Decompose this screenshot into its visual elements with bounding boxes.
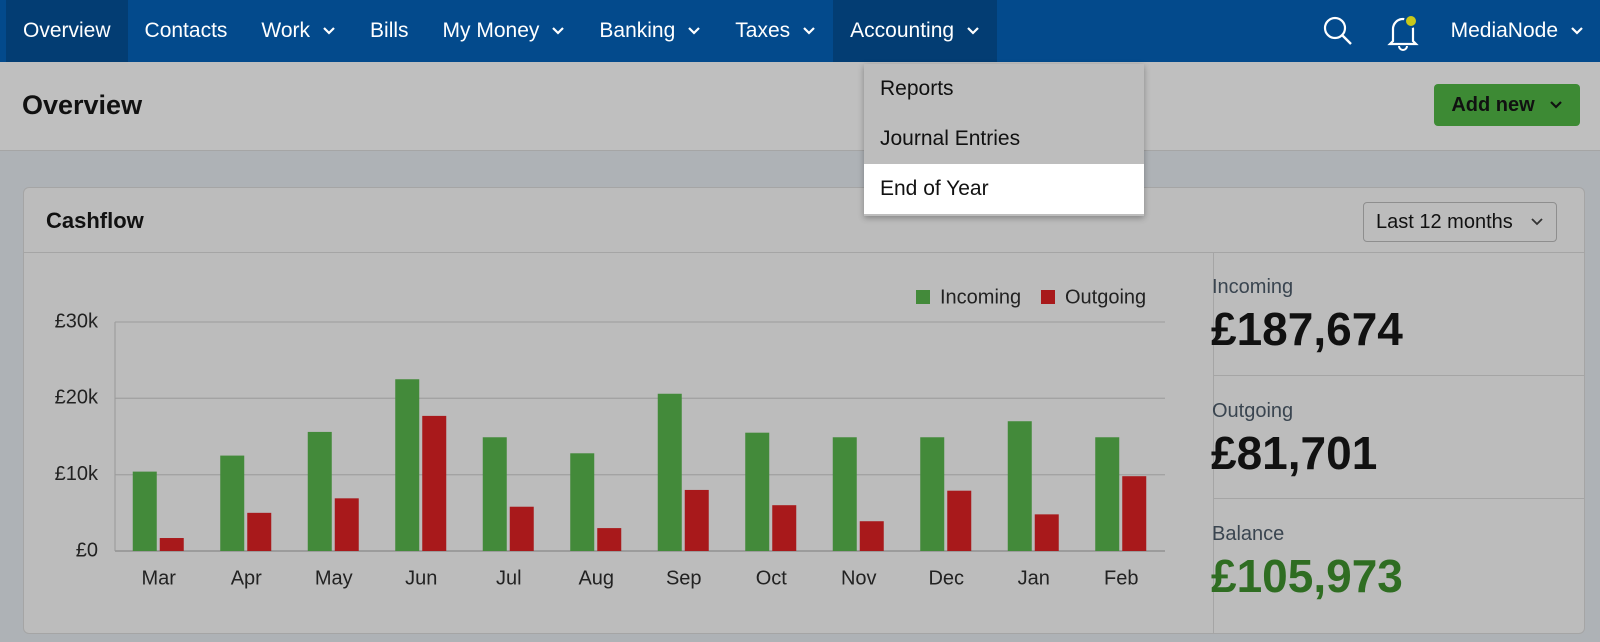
user-menu[interactable]: MediaNode: [1451, 0, 1600, 62]
period-select[interactable]: Last 12 months: [1363, 202, 1557, 242]
chevron: [323, 27, 335, 35]
x-tick-label: Sep: [666, 567, 702, 589]
user-name: MediaNode: [1450, 19, 1558, 42]
chevron: [803, 27, 815, 35]
summary-label: Outgoing: [1212, 400, 1294, 422]
chevron: [1571, 27, 1583, 35]
bar: [772, 505, 797, 551]
bar: [684, 489, 709, 551]
cashflow-panel: Cashflow Last 12 months Incoming £187,674…: [23, 187, 1585, 634]
legend-swatch: [1041, 290, 1055, 304]
bar: [132, 471, 157, 551]
bar: [1122, 476, 1147, 551]
nav-item[interactable]: My Money: [426, 0, 583, 62]
dropdown-item[interactable]: End of Year: [864, 164, 1144, 214]
legend-swatch: [916, 290, 930, 304]
bar: [334, 498, 359, 551]
nav-label: Contacts: [144, 19, 228, 42]
nav-item[interactable]: Banking: [582, 0, 718, 62]
x-tick-label: Mar: [142, 567, 177, 589]
nav-item[interactable]: Work: [244, 0, 353, 62]
chevron: [552, 27, 565, 35]
bar: [307, 431, 332, 551]
nav-item[interactable]: Overview: [6, 0, 128, 62]
divider: [1214, 375, 1584, 376]
bar: [920, 437, 945, 551]
add-new-button[interactable]: Add new: [1434, 84, 1580, 126]
dropdown-item[interactable]: Journal Entries: [880, 127, 1021, 150]
nav-item[interactable]: Bills: [353, 0, 426, 62]
x-tick-label: Jul: [496, 567, 522, 589]
nav-label: Taxes: [735, 19, 791, 42]
x-tick-label: Oct: [756, 567, 788, 589]
bar: [220, 455, 245, 551]
chevron: [1549, 101, 1562, 109]
chevron: [1531, 218, 1543, 226]
nav-label: Bills: [370, 19, 409, 42]
nav-label: Overview: [23, 19, 111, 42]
nav-label: My Money: [442, 19, 540, 42]
bar: [1095, 437, 1120, 551]
bar: [482, 437, 507, 551]
x-tick-label: May: [315, 567, 353, 589]
select-label: Last 12 months: [1376, 210, 1513, 233]
bar: [570, 453, 595, 551]
x-tick-label: Jun: [405, 567, 437, 589]
x-tick-label: Aug: [578, 567, 614, 589]
summary-label: Balance: [1212, 523, 1285, 545]
top-nav: Overview Contacts Work Bills My Money Ba…: [0, 0, 1600, 62]
nav-item[interactable]: Accounting: [833, 0, 998, 62]
bar: [247, 512, 272, 551]
y-tick-label: £20k: [55, 387, 99, 409]
bar: [395, 379, 420, 551]
page-title: Overview: [22, 90, 143, 120]
notification-icon[interactable]: [1385, 11, 1421, 51]
chevron: [688, 27, 701, 35]
y-tick-label: £30k: [55, 310, 99, 332]
x-tick-label: Jan: [1018, 567, 1050, 589]
nav-item[interactable]: Taxes: [718, 0, 833, 62]
y-tick-label: £10k: [55, 463, 99, 485]
x-tick-label: Apr: [231, 567, 262, 589]
panel-title: Cashflow: [46, 208, 144, 233]
accounting-dropdown: Reports Journal Entries End of Year: [864, 64, 1144, 216]
x-tick-label: Feb: [1104, 567, 1138, 589]
nav-label: Work: [261, 19, 311, 42]
bar: [159, 538, 184, 551]
summary-value: £81,701: [1211, 427, 1378, 479]
bar: [832, 437, 857, 551]
legend-label: Incoming: [940, 286, 1021, 308]
summary-label: Incoming: [1212, 276, 1294, 298]
nav-item[interactable]: Contacts: [128, 0, 245, 62]
summary-value: £187,674: [1211, 303, 1403, 355]
page-header: Overview Add new: [0, 62, 1600, 151]
divider: [1213, 253, 1214, 633]
legend-label: Outgoing: [1065, 286, 1146, 308]
bar: [859, 521, 884, 551]
y-tick-label: £0: [76, 539, 98, 561]
bar: [422, 415, 447, 551]
bar: [597, 528, 622, 551]
button-label: Add new: [1451, 93, 1535, 116]
x-tick-label: Dec: [928, 567, 964, 589]
divider: [1214, 498, 1584, 499]
nav-label: Accounting: [850, 19, 955, 42]
dropdown-item[interactable]: Reports: [880, 77, 954, 100]
bar: [745, 432, 770, 551]
divider: [24, 252, 1584, 253]
nav-label: Banking: [599, 19, 676, 42]
bar: [1034, 514, 1059, 551]
summary-value: £105,973: [1211, 550, 1403, 602]
chart: £0 £10k £20k £30k Mar Apr May Jun Jul Aug Sep Oct No…: [55, 286, 1165, 589]
chevron: [967, 27, 979, 35]
bar: [509, 506, 534, 551]
search-icon[interactable]: [1321, 14, 1355, 48]
bar: [947, 490, 972, 551]
bar: [657, 393, 682, 551]
x-tick-label: Nov: [841, 567, 877, 589]
bar: [1007, 421, 1032, 551]
